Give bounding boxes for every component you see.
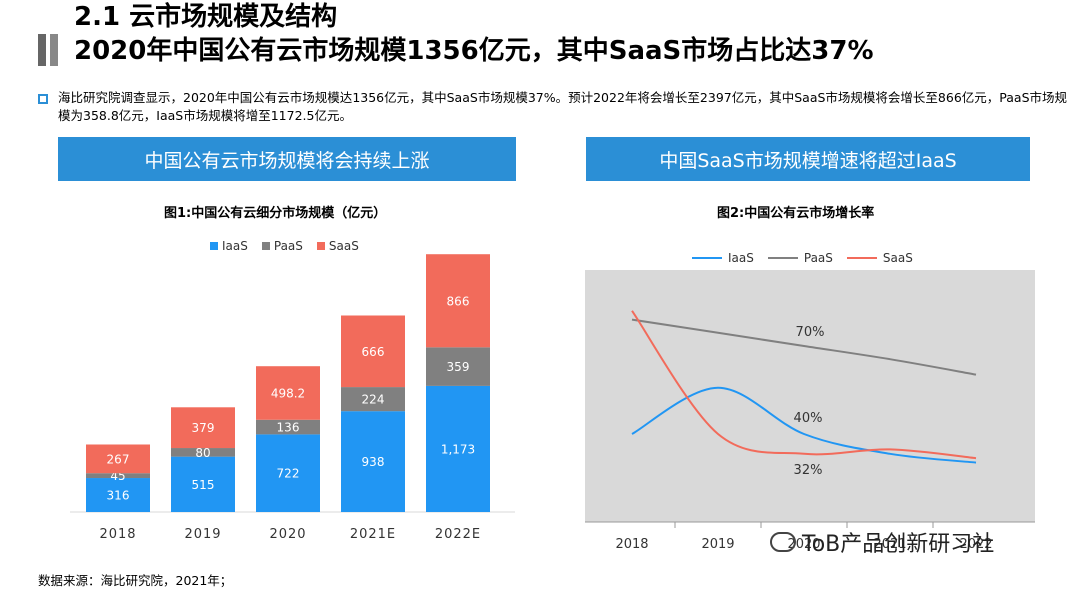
data-source-note: 数据来源：海比研究院，2021年； (38, 573, 233, 588)
summary-text: 海比研究院调查显示，2020年中国公有云市场规模达1356亿元，其中SaaS市场… (58, 90, 1067, 123)
bar-label-saas-2019: 379 (192, 421, 215, 435)
bar-iaas-2020 (256, 434, 320, 512)
bar-saas-2020 (256, 366, 320, 420)
x-tick-label-2018: 2018 (99, 527, 136, 542)
bar-paas-2018 (86, 473, 150, 479)
plot-area (585, 270, 1035, 522)
annotation-2: 32% (794, 463, 823, 478)
bar-paas-2021E (341, 387, 405, 412)
legend-paas: PaaS (261, 239, 303, 253)
x-tick-label-2022: 2022 (959, 537, 992, 552)
bar-label-iaas-2019: 515 (192, 478, 215, 492)
legend2-paas-line (767, 257, 798, 259)
page-subtitle: 2020年中国公有云市场规模1356亿元，其中SaaS市场占比达37% (74, 36, 874, 66)
title-accent-bar (38, 34, 46, 66)
line-saas (631, 310, 977, 460)
legend-iaas: IaaS (210, 239, 248, 253)
bar-iaas-2022E (426, 385, 490, 512)
bar-saas-2022E (426, 254, 490, 348)
title-accent-bar-2 (50, 34, 58, 66)
legend2-iaas-line (692, 257, 722, 259)
chart1-title: 图1:中国公有云细分市场规模（亿元） (164, 206, 387, 221)
chart1-legend: IaaS PaaS SaaS (210, 239, 373, 253)
watermark-text: ToB产品创新研习社 (802, 532, 995, 557)
bar-label-iaas-2021E: 938 (362, 455, 385, 469)
page-title: 2.1 云市场规模及结构 (74, 2, 338, 32)
bar-label-paas-2019: 80 (195, 446, 210, 460)
bar-label-saas-2022E: 866 (447, 294, 470, 308)
legend-saas: SaaS (316, 239, 359, 253)
bar-label-saas-2020: 498.2 (271, 386, 305, 400)
annotation-0: 70% (796, 325, 825, 340)
bar-label-iaas-2022E: 1,173 (441, 442, 475, 456)
legend-paas-label: PaaS (273, 239, 303, 253)
legend-paas-swatch (261, 242, 270, 250)
bar-label-saas-2021E: 666 (362, 345, 385, 359)
legend2-saas-line (846, 257, 877, 259)
bar-label-paas-2021E: 224 (362, 393, 385, 407)
bar-paas-2020 (256, 419, 320, 435)
watermark: ToB产品创新研习社 (770, 526, 994, 558)
legend2-saas: SaaS (846, 251, 913, 265)
legend2-saas-label: SaaS (882, 251, 913, 265)
x-tick-label-2019: 2019 (701, 537, 734, 552)
legend2-iaas: IaaS (692, 251, 754, 265)
x-tick-label-2020: 2020 (269, 527, 306, 542)
bar-paas-2022E (426, 347, 490, 386)
bar-saas-2021E (341, 315, 405, 388)
bar-label-saas-2018: 267 (107, 452, 130, 466)
bar-paas-2019 (171, 448, 235, 457)
bar-iaas-2021E (341, 411, 405, 512)
legend2-iaas-label: IaaS (728, 251, 754, 265)
left-banner: 中国公有云市场规模将会持续上涨 (58, 137, 516, 181)
bar-label-iaas-2018: 316 (107, 489, 130, 503)
bar-label-iaas-2020: 722 (277, 467, 300, 481)
legend-iaas-label: IaaS (222, 239, 248, 253)
right-banner: 中国SaaS市场规模增速将超过IaaS (586, 137, 1030, 181)
annotation-1: 40% (794, 411, 823, 426)
chart2-title: 图2:中国公有云市场增长率 (717, 206, 875, 221)
bar-iaas-2018 (86, 478, 150, 512)
bar-label-paas-2022E: 359 (447, 360, 470, 374)
x-tick-label-2021E: 2021E (350, 527, 396, 542)
bar-saas-2018 (86, 444, 150, 474)
legend2-paas: PaaS (767, 251, 833, 265)
legend-saas-swatch (316, 242, 325, 250)
bar-label-paas-2020: 136 (277, 421, 300, 435)
bar-saas-2019 (171, 407, 235, 449)
x-tick-label-2022E: 2022E (435, 527, 481, 542)
line-iaas (631, 386, 977, 464)
chart2-legend: IaaS PaaS SaaS (692, 251, 927, 265)
bar-iaas-2019 (171, 456, 235, 512)
line-paas (631, 318, 977, 376)
stacked-bar-chart: 316452672018515803792019722136498.220209… (70, 254, 515, 542)
wechat-icon (770, 532, 796, 552)
x-tick-label-2019: 2019 (184, 527, 221, 542)
x-tick-label-2018: 2018 (615, 537, 648, 552)
legend2-paas-label: PaaS (803, 251, 833, 265)
legend-saas-label: SaaS (328, 239, 359, 253)
legend-iaas-swatch (210, 242, 218, 250)
x-tick-label-2021: 2021 (873, 537, 906, 552)
bullet-square-icon (38, 94, 48, 104)
growth-line-chart: 70%40%32%2018 2019 2020 2021 2022 (585, 270, 1035, 552)
